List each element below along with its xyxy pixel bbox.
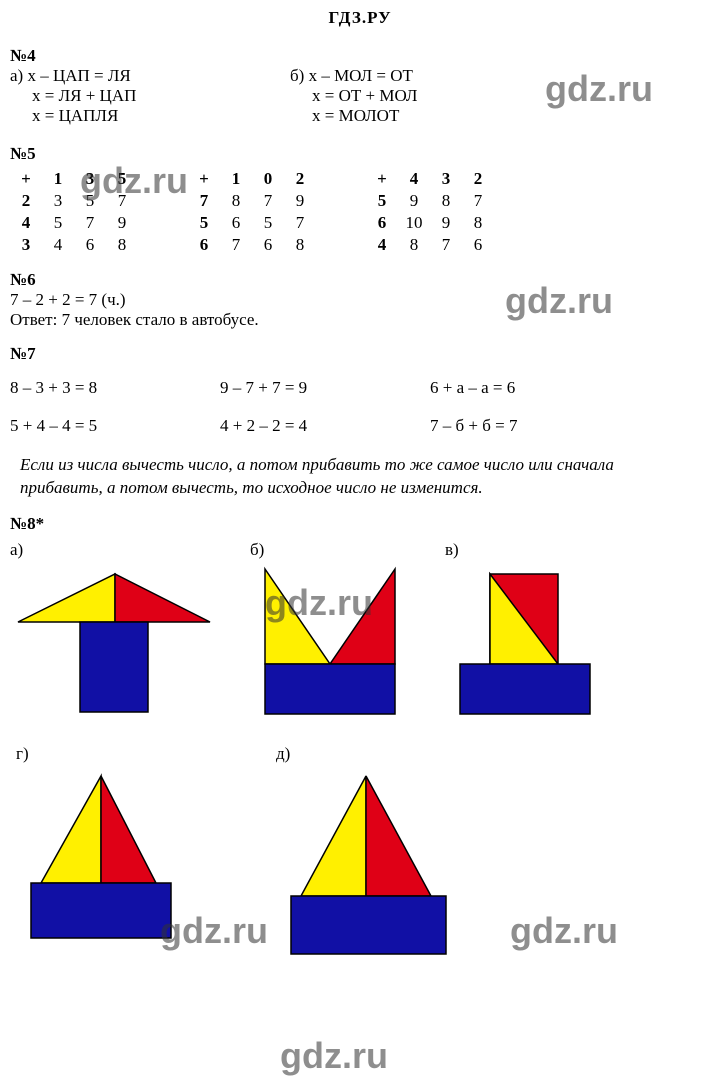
t3-12: 8 (462, 212, 494, 234)
t3-c0: 4 (398, 168, 430, 190)
shapes-row-1: а) б) в) (10, 540, 710, 724)
t3-22: 6 (462, 234, 494, 256)
problem-4-label: №4 (10, 46, 710, 66)
t2-20: 7 (220, 234, 252, 256)
table-1: +135 2357 4579 3468 (10, 168, 138, 256)
p6-expr: 7 – 2 + 2 = 7 (ч.) (10, 290, 710, 310)
t2-c0: 1 (220, 168, 252, 190)
shape-b-icon (250, 564, 415, 719)
p4b-l3: х = МОЛОТ (290, 106, 490, 126)
p4b-l1: х – МОЛ = ОТ (309, 66, 413, 85)
t1-02: 7 (106, 190, 138, 212)
t2-r2: 6 (188, 234, 220, 256)
p8-d-label: д) (276, 744, 461, 764)
t2-22: 8 (284, 234, 316, 256)
t1-r1: 4 (10, 212, 42, 234)
p4a-prefix: а) (10, 66, 23, 85)
t3-r1: 6 (366, 212, 398, 234)
p8-v-label: в) (445, 540, 605, 560)
t2-01: 7 (252, 190, 284, 212)
t3-c2: 2 (462, 168, 494, 190)
problem-5-label: №5 (10, 144, 710, 164)
t2-00: 8 (220, 190, 252, 212)
watermark: gdz.ru (280, 1035, 388, 1077)
table-3: +432 5987 61098 4876 (366, 168, 494, 256)
p8-g-label: г) (16, 744, 186, 764)
table-2: +102 7879 5657 6768 (188, 168, 316, 256)
t3-00: 9 (398, 190, 430, 212)
p6-answer: Ответ: 7 человек стало в автобусе. (10, 310, 710, 330)
problem-5-tables: +135 2357 4579 3468 +102 7879 5657 6768 … (10, 168, 710, 256)
t3-c1: 3 (430, 168, 462, 190)
t2-12: 7 (284, 212, 316, 234)
p8-b-label: б) (250, 540, 415, 560)
t1-01: 5 (74, 190, 106, 212)
t1-c0: 1 (42, 168, 74, 190)
t3-op: + (366, 168, 398, 190)
t3-r2: 4 (366, 234, 398, 256)
t1-20: 4 (42, 234, 74, 256)
t1-r2: 3 (10, 234, 42, 256)
shapes-row-2: г) д) (10, 744, 710, 963)
p4a-l2: х = ЛЯ + ЦАП (10, 86, 210, 106)
p7-r1a: 8 – 3 + 3 = 8 (10, 378, 150, 398)
shape-v-icon (445, 564, 605, 719)
t2-op: + (188, 168, 220, 190)
t2-10: 6 (220, 212, 252, 234)
t2-r0: 7 (188, 190, 220, 212)
t3-01: 8 (430, 190, 462, 212)
shape-g-icon (16, 768, 186, 943)
problem-8-label: №8* (10, 514, 710, 534)
t3-21: 7 (430, 234, 462, 256)
t3-r0: 5 (366, 190, 398, 212)
t2-c1: 0 (252, 168, 284, 190)
t1-21: 6 (74, 234, 106, 256)
t2-r1: 5 (188, 212, 220, 234)
p7-r2b: 4 + 2 – 2 = 4 (220, 416, 360, 436)
p4a-l3: х = ЦАПЛЯ (10, 106, 210, 126)
t3-02: 7 (462, 190, 494, 212)
problem-7-label: №7 (10, 344, 710, 364)
p4b-prefix: б) (290, 66, 304, 85)
p7-r1b: 9 – 7 + 7 = 9 (220, 378, 360, 398)
p7-r1c: 6 + а – а = 6 (430, 378, 570, 398)
t1-22: 8 (106, 234, 138, 256)
p4a-l1: х – ЦАП = ЛЯ (27, 66, 130, 85)
t1-c2: 5 (106, 168, 138, 190)
t1-12: 9 (106, 212, 138, 234)
p8-a-label: а) (10, 540, 220, 560)
p7-r2c: 7 – б + б = 7 (430, 416, 570, 436)
p4b-l2: х = ОТ + МОЛ (290, 86, 490, 106)
shape-a-icon (10, 564, 220, 719)
t1-10: 5 (42, 212, 74, 234)
t2-02: 9 (284, 190, 316, 212)
p7-r2a: 5 + 4 – 4 = 5 (10, 416, 150, 436)
problem-4-body: а) х – ЦАП = ЛЯ х = ЛЯ + ЦАП х = ЦАПЛЯ б… (10, 66, 710, 126)
t3-11: 9 (430, 212, 462, 234)
t1-00: 3 (42, 190, 74, 212)
t2-21: 6 (252, 234, 284, 256)
page-title: ГДЗ.РУ (10, 0, 710, 38)
t1-r0: 2 (10, 190, 42, 212)
p7-note: Если из числа вычесть число, а потом при… (10, 454, 710, 500)
t1-c1: 3 (74, 168, 106, 190)
t2-c2: 2 (284, 168, 316, 190)
problem-6-label: №6 (10, 270, 710, 290)
t3-10: 10 (398, 212, 430, 234)
t3-20: 8 (398, 234, 430, 256)
t1-op: + (10, 168, 42, 190)
t2-11: 5 (252, 212, 284, 234)
shape-d-icon (276, 768, 461, 958)
t1-11: 7 (74, 212, 106, 234)
